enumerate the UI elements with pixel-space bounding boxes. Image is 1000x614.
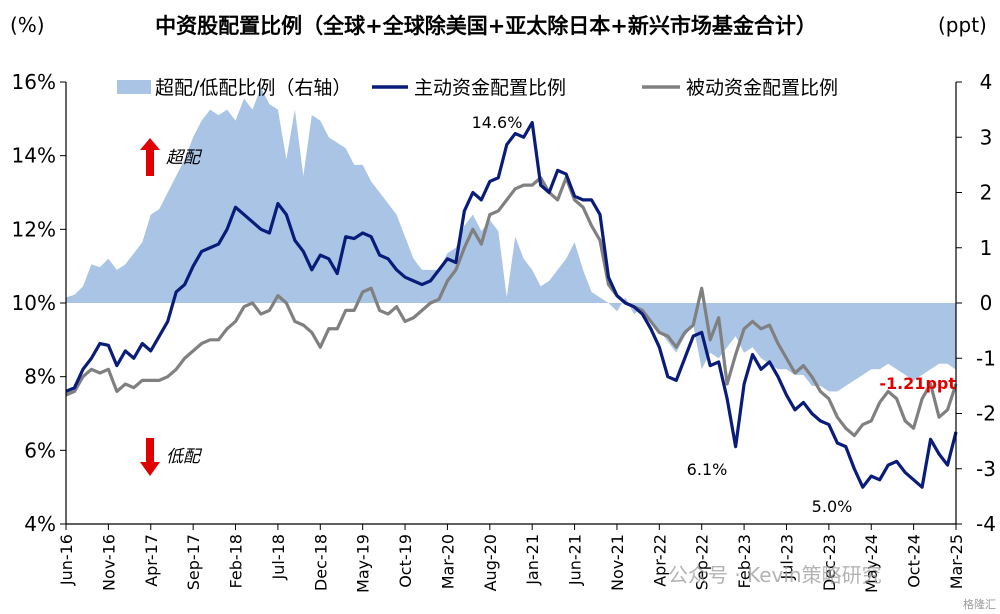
x-tick-label: Mar-25 xyxy=(947,534,966,589)
left-tick-label: 10% xyxy=(12,291,56,315)
x-tick-label: Feb-18 xyxy=(227,534,246,588)
overweight-label: 超配 xyxy=(166,148,203,168)
underweight-marker: 低配 xyxy=(140,438,203,476)
x-tick-label: Nov-21 xyxy=(608,534,627,591)
x-tick-label: Dec-23 xyxy=(820,534,839,591)
left-tick-label: 8% xyxy=(24,365,56,389)
x-tick-label: Nov-16 xyxy=(99,534,118,591)
logo-text: 格隆汇 xyxy=(963,597,996,611)
x-tick-label: Sep-17 xyxy=(184,534,203,590)
legend-label-passive: 被动资金配置比例 xyxy=(686,77,838,99)
right-tick-label: 1 xyxy=(980,236,993,260)
right-tick-label: -1 xyxy=(976,346,996,370)
x-tick-label: Sep-22 xyxy=(693,534,712,590)
x-tick-label: Jun-16 xyxy=(57,534,76,586)
left-tick-label: 4% xyxy=(24,512,56,536)
right-tick-label: -3 xyxy=(976,457,996,481)
x-tick-label: May-24 xyxy=(862,534,881,593)
x-tick-label: May-19 xyxy=(354,534,373,593)
left-axis-ticks: 4% 6% 8% 10% 12% 14% 16% xyxy=(12,70,66,536)
x-tick-label: Apr-17 xyxy=(142,534,161,587)
legend-swatch-area xyxy=(117,80,151,94)
left-axis-unit: (%) xyxy=(10,13,45,37)
active-allocation-line xyxy=(65,120,958,489)
peak-label: 14.6% xyxy=(472,113,523,132)
x-tick-label: Jan-21 xyxy=(523,534,542,586)
left-tick-label: 16% xyxy=(12,70,56,94)
overweight-marker: 超配 xyxy=(140,138,203,176)
right-tick-label: -4 xyxy=(976,512,996,536)
left-tick-label: 12% xyxy=(12,217,56,241)
x-tick-label: Apr-22 xyxy=(650,534,669,587)
left-tick-label: 14% xyxy=(12,144,56,168)
right-tick-label: -2 xyxy=(976,402,996,426)
watermark-text: 公众号 · Kevin策略研究 xyxy=(668,563,882,587)
trough2-label: 5.0% xyxy=(812,497,853,516)
right-axis-ticks: -4 -3 -2 -1 0 1 2 3 4 xyxy=(956,70,996,536)
overweight-underweight-area xyxy=(66,87,956,392)
chart-title: 中资股配置比例（全球+全球除美国+亚太除日本+新兴市场基金合计） xyxy=(155,14,817,38)
up-arrow-icon xyxy=(140,138,160,176)
x-tick-label: Jun-21 xyxy=(566,534,585,586)
x-tick-label: Oct-24 xyxy=(905,534,924,588)
right-tick-label: 4 xyxy=(980,70,993,94)
x-tick-label: Dec-18 xyxy=(311,534,330,591)
x-tick-label: Oct-19 xyxy=(396,534,415,588)
down-arrow-icon xyxy=(140,438,160,476)
x-tick-label: Mar-20 xyxy=(438,534,457,589)
right-tick-label: 0 xyxy=(980,291,993,315)
right-tick-label: 2 xyxy=(980,181,993,205)
legend-label-area: 超配/低配比例（右轴） xyxy=(155,77,351,99)
x-tick-label: Jul-23 xyxy=(777,534,796,580)
x-tick-label: Jul-18 xyxy=(269,534,288,580)
passive-allocation-line xyxy=(65,176,958,438)
legend: 超配/低配比例（右轴） 主动资金配置比例 被动资金配置比例 xyxy=(117,77,838,99)
trough1-label: 6.1% xyxy=(687,460,728,479)
x-axis-ticks: Jun-16 Nov-16 Apr-17 Sep-17 Feb-18 Jul-18 Dec-… xyxy=(57,524,966,593)
area-layer xyxy=(66,87,956,392)
right-tick-label: 3 xyxy=(980,125,993,149)
latest-value-label: -1.21ppt xyxy=(879,374,956,393)
left-tick-label: 6% xyxy=(24,438,56,462)
underweight-label: 低配 xyxy=(166,447,203,467)
legend-label-active: 主动资金配置比例 xyxy=(414,77,566,99)
line-layer xyxy=(65,120,958,489)
x-tick-label: Feb-23 xyxy=(735,534,754,588)
x-tick-label: Aug-20 xyxy=(481,534,500,591)
right-axis-unit: (ppt) xyxy=(938,13,987,37)
